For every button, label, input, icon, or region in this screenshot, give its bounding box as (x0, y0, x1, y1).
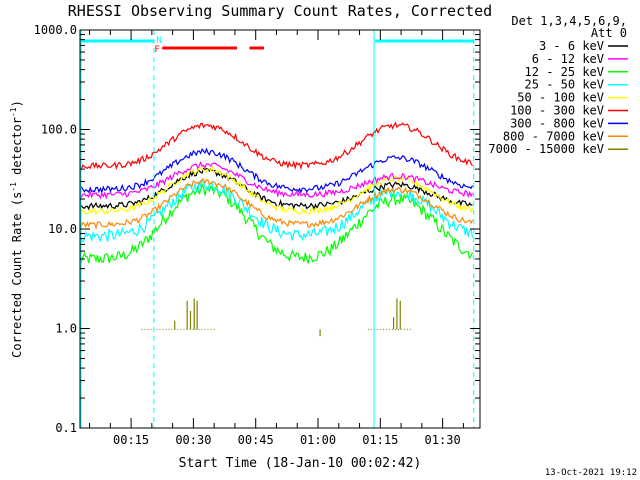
legend-label: 800 - 7000 keV (503, 129, 604, 143)
x-tick-label: 01:15 (362, 433, 398, 447)
flag-n-label: N (156, 36, 161, 46)
legend-label: 3 - 6 keV (539, 39, 604, 53)
y-tick-label: 1.0 (55, 322, 77, 336)
y-tick-label: 100.0 (41, 123, 77, 137)
legend-header-detectors: Det 1,3,4,5,6,9, (511, 14, 627, 28)
chart-title: RHESSI Observing Summary Count Rates, Co… (68, 2, 492, 20)
legend-label: 100 - 300 keV (510, 104, 604, 118)
legend-label: 12 - 25 keV (525, 65, 604, 79)
plot-frame (79, 29, 481, 429)
flag-f-label: F (154, 45, 159, 55)
plot-area: NF (79, 30, 475, 428)
x-tick-label: 00:15 (113, 433, 149, 447)
y-tick-label: 1000.0 (34, 23, 77, 37)
legend-label: 25 - 50 keV (525, 78, 604, 92)
x-axis-label: Start Time (18-Jan-10 00:02:42) (179, 456, 422, 471)
legend-label: 300 - 800 keV (510, 116, 604, 130)
x-axis: 00:15 00:30 00:45 01:00 01:15 01:30 (89, 30, 464, 447)
x-tick-label: 00:30 (175, 433, 211, 447)
series-line (79, 161, 474, 200)
legend-label: 7000 - 15000 keV (488, 142, 604, 156)
y-axis: 1000.0 100.0 10.0 1.0 0.1 (34, 23, 480, 435)
y-tick-label: 10.0 (48, 222, 77, 236)
y-axis-label: Corrected Count Rate (s-1 detector-1) (9, 100, 24, 358)
legend-header-attenuator: Att 0 (591, 26, 627, 40)
legend-label: 6 - 12 keV (532, 52, 604, 66)
x-tick-label: 01:30 (425, 433, 461, 447)
series-line (79, 147, 474, 194)
y-tick-label: 0.1 (55, 421, 77, 435)
x-tick-label: 01:00 (300, 433, 336, 447)
x-tick-label: 00:45 (238, 433, 274, 447)
series-line (79, 121, 473, 171)
footer-date: 13-Oct-2021 19:12 (545, 468, 637, 478)
series-line (79, 167, 473, 211)
series-line (79, 178, 474, 230)
legend-label: 50 - 100 keV (517, 91, 604, 105)
